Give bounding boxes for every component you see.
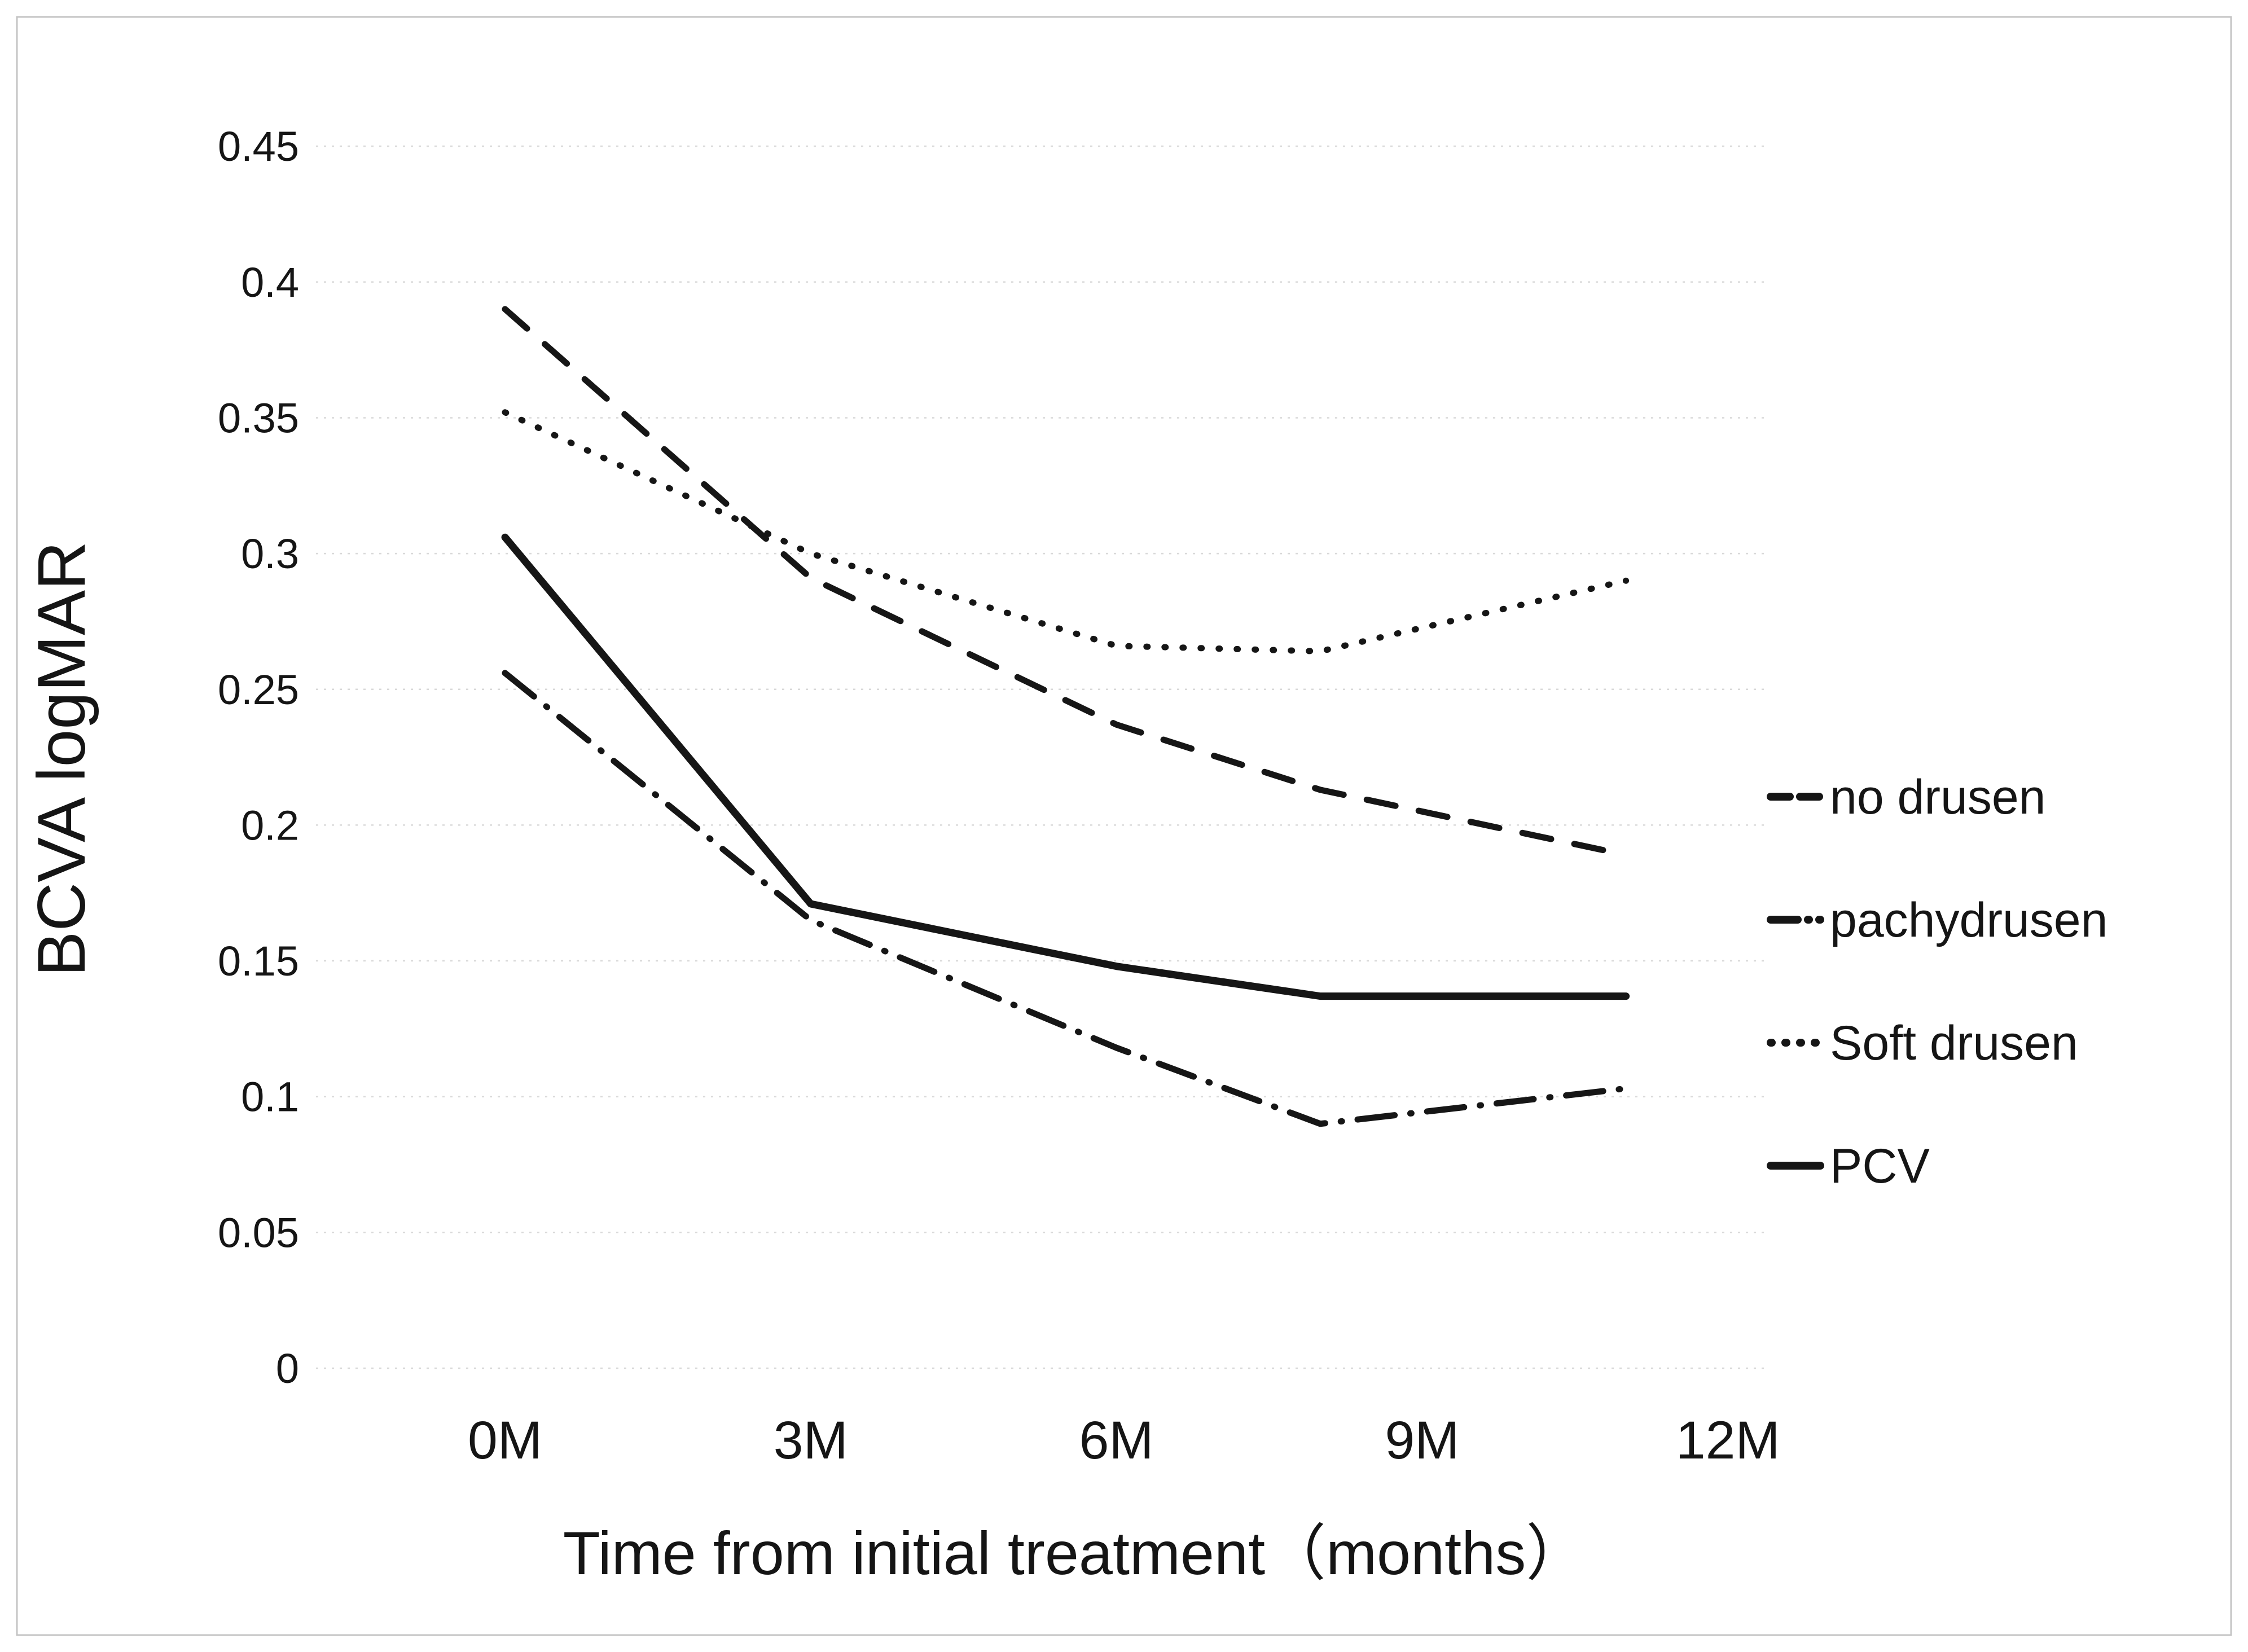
y-tick-label-0.35: 0.35	[218, 394, 299, 441]
y-tick-label-0.15: 0.15	[218, 938, 299, 985]
y-tick-label-0.1: 0.1	[241, 1074, 299, 1121]
series-line-pcv	[501, 533, 1630, 1000]
y-tick-label-0: 0	[276, 1345, 299, 1392]
x-axis-title: Time from initial treatment（months）	[563, 1519, 1587, 1587]
y-tick-label-0.3: 0.3	[241, 530, 299, 577]
y-axis-title: BCVA logMAR	[24, 541, 99, 976]
x-tick-label-9M: 9M	[1385, 1411, 1459, 1470]
legend-item-soft-drusen: Soft drusen	[1767, 1016, 2078, 1070]
legend-label-soft-drusen: Soft drusen	[1830, 1016, 2078, 1070]
y-tick-label-0.25: 0.25	[218, 666, 299, 713]
y-tick-label-0.2: 0.2	[241, 802, 299, 849]
x-tick-label-12M: 12M	[1676, 1411, 1780, 1470]
series-line-pachydrusen	[502, 670, 1630, 1127]
legend-item-pcv: PCV	[1767, 1139, 1930, 1193]
legend: no drusen pachydrusen Soft drusen PCV	[1767, 770, 2108, 1193]
series-lines	[501, 306, 1630, 1127]
y-axis-tick-labels: 0 0.05 0.1 0.15 0.2 0.25 0.3 0.35 0.4 0.45	[218, 123, 299, 1392]
y-tick-label-0.4: 0.4	[241, 259, 299, 306]
figure-border	[16, 16, 2232, 1636]
y-tick-label-0.45: 0.45	[218, 123, 299, 170]
series-line-no-drusen	[502, 306, 1630, 858]
legend-item-pachydrusen: pachydrusen	[1767, 893, 2108, 947]
x-axis-tick-labels: 0M 3M 6M 9M 12M	[468, 1411, 1780, 1470]
x-tick-label-0M: 0M	[468, 1411, 542, 1470]
y-tick-label-0.05: 0.05	[218, 1209, 299, 1256]
legend-label-pachydrusen: pachydrusen	[1830, 893, 2108, 947]
x-tick-label-3M: 3M	[774, 1411, 848, 1470]
x-tick-label-6M: 6M	[1079, 1411, 1154, 1470]
series-line-soft-drusen	[502, 409, 1630, 654]
legend-label-no-drusen: no drusen	[1830, 770, 2046, 824]
gridlines	[316, 145, 1766, 1369]
legend-label-pcv: PCV	[1830, 1139, 1930, 1193]
legend-item-no-drusen: no drusen	[1767, 770, 2046, 824]
